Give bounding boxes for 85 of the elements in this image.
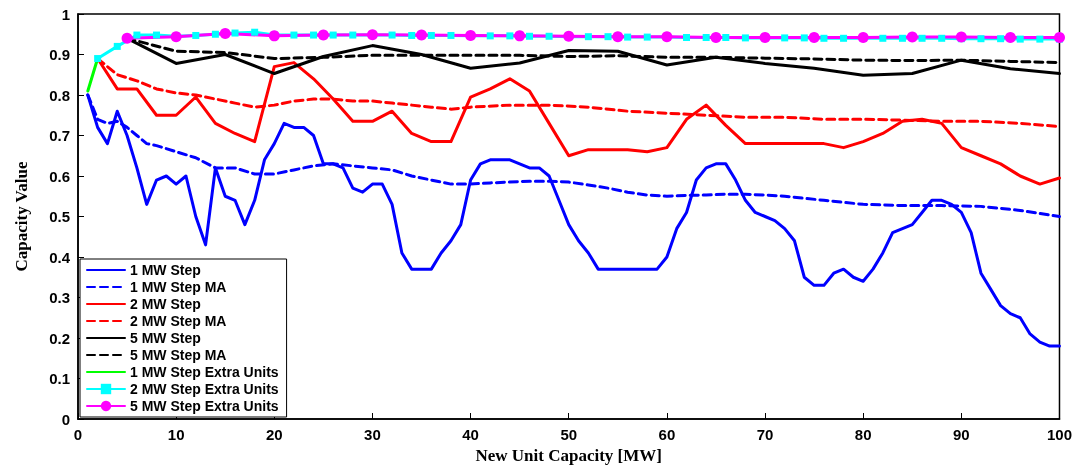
point xyxy=(1054,31,1065,43)
point xyxy=(416,29,428,41)
point xyxy=(643,33,651,41)
point xyxy=(514,30,526,42)
point xyxy=(624,33,632,41)
point xyxy=(997,35,1005,43)
y-tick-label: 0.3 xyxy=(49,289,70,306)
point xyxy=(808,31,820,43)
point xyxy=(219,27,231,39)
y-tick-label: 0.7 xyxy=(49,127,70,144)
point xyxy=(310,31,318,39)
point xyxy=(1016,35,1024,43)
point xyxy=(710,31,722,43)
point xyxy=(604,33,612,41)
point xyxy=(612,31,624,43)
x-tick-label: 30 xyxy=(364,426,381,443)
point xyxy=(820,34,828,42)
point xyxy=(447,31,455,39)
point xyxy=(1036,35,1044,43)
point xyxy=(121,32,133,44)
point xyxy=(898,34,906,42)
point xyxy=(427,31,435,39)
y-tick-label: 0.2 xyxy=(49,329,70,347)
point xyxy=(840,34,848,42)
y-tick-label: 0.4 xyxy=(49,248,71,266)
point xyxy=(231,29,239,37)
legend-label: 5 MW Step Extra Units xyxy=(130,398,279,414)
legend-label: 1 MW Step Extra Units xyxy=(130,364,279,380)
point xyxy=(938,34,946,42)
point xyxy=(408,31,416,39)
y-tick-label: 0 xyxy=(61,410,70,428)
point xyxy=(94,55,102,63)
y-tick-label: 1 xyxy=(61,5,70,23)
x-tick-label: 40 xyxy=(462,426,479,443)
x-tick-label: 100 xyxy=(1046,426,1072,443)
y-tick-label: 0.9 xyxy=(49,46,70,63)
point xyxy=(525,32,533,40)
point xyxy=(918,34,926,42)
point xyxy=(584,33,592,41)
x-tick-label: 0 xyxy=(73,426,83,443)
point xyxy=(683,33,691,41)
point xyxy=(702,33,710,41)
point xyxy=(486,32,494,40)
legend-label: 2 MW Step xyxy=(130,296,201,312)
x-tick-label: 80 xyxy=(854,426,872,443)
legend-label: 1 MW Step xyxy=(130,262,201,278)
point xyxy=(1004,31,1016,43)
point xyxy=(781,34,789,42)
legend-label: 1 MW Step MA xyxy=(130,279,227,295)
legend-label: 5 MW Step xyxy=(130,330,201,346)
x-tick-label: 20 xyxy=(265,426,283,443)
point xyxy=(153,31,161,39)
point xyxy=(349,31,357,39)
point xyxy=(290,31,298,39)
x-tick-label: 90 xyxy=(952,426,970,443)
legend-label: 5 MW Step MA xyxy=(130,347,227,363)
point xyxy=(955,31,967,43)
y-tick-label: 0.8 xyxy=(49,86,70,104)
point xyxy=(388,31,396,39)
y-tick-label: 0.5 xyxy=(49,208,70,225)
point xyxy=(211,30,219,38)
point xyxy=(906,31,918,43)
legend-label: 2 MW Step Extra Units xyxy=(130,381,279,397)
point xyxy=(977,35,985,43)
x-axis-title: New Unit Capacity [MW] xyxy=(475,446,662,465)
y-tick-label: 0.1 xyxy=(49,370,70,387)
point xyxy=(722,33,730,41)
x-tick-label: 70 xyxy=(756,426,774,443)
point xyxy=(545,32,553,40)
point xyxy=(800,34,808,42)
y-tick-label: 0.6 xyxy=(49,167,70,185)
point xyxy=(506,32,514,40)
point xyxy=(251,28,259,36)
x-tick-label: 60 xyxy=(658,426,676,443)
point xyxy=(879,34,887,42)
point xyxy=(113,42,121,50)
y-axis-title: Capacity Value xyxy=(12,161,31,272)
x-tick-label: 10 xyxy=(167,426,185,443)
point xyxy=(741,34,749,42)
legend-label: 2 MW Step MA xyxy=(130,313,227,329)
point xyxy=(133,31,141,39)
point xyxy=(329,31,337,39)
point xyxy=(192,31,200,39)
point xyxy=(317,29,329,41)
x-tick-label: 50 xyxy=(560,426,578,443)
